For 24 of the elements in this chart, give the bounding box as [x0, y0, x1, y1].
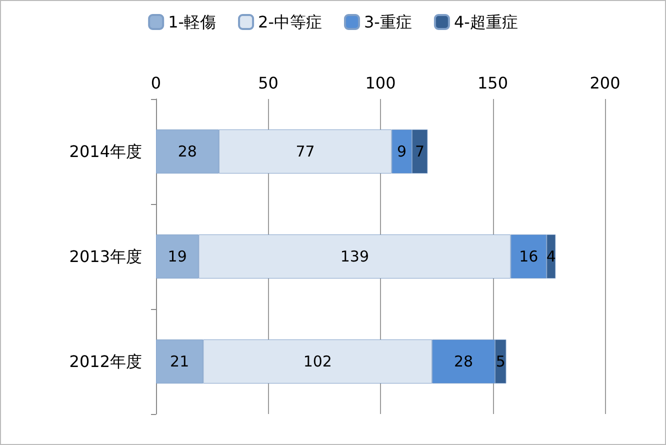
- data-label: 28: [454, 352, 474, 370]
- legend-label: 3-重症: [364, 12, 412, 32]
- y-tick-label: 2012年度: [69, 352, 142, 371]
- data-label: 19: [168, 248, 187, 266]
- y-tick-label: 2014年度: [69, 142, 142, 161]
- data-label: 21: [170, 352, 190, 370]
- data-label: 16: [519, 248, 538, 266]
- x-tick-label: 100: [365, 74, 396, 92]
- data-label: 5: [496, 352, 506, 370]
- data-label: 7: [415, 142, 425, 160]
- x-tick-label: 200: [590, 74, 620, 92]
- x-tick-label: 50: [258, 74, 278, 92]
- data-label: 4: [546, 248, 556, 266]
- legend-label: 2-中等症: [258, 12, 322, 32]
- legend-label: 4-超重症: [454, 12, 518, 32]
- y-tick-label: 2013年度: [69, 247, 142, 266]
- x-tick-label: 0: [150, 74, 162, 92]
- data-label: 9: [397, 142, 407, 160]
- legend-label: 1-軽傷: [168, 12, 216, 32]
- data-label: 28: [178, 142, 197, 160]
- x-tick-label: 150: [477, 74, 508, 92]
- data-label: 102: [303, 352, 332, 370]
- data-label: 77: [296, 142, 315, 160]
- data-label: 139: [340, 248, 370, 266]
